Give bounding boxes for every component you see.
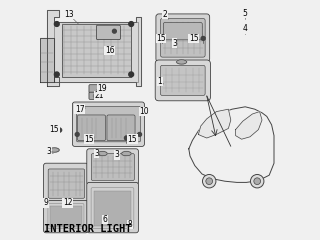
Circle shape [129,72,134,77]
Text: 5: 5 [243,9,248,18]
Polygon shape [47,10,141,86]
Bar [50,206,82,227]
Text: 15: 15 [84,135,94,144]
Polygon shape [198,109,231,138]
Text: 15: 15 [189,34,198,43]
FancyBboxPatch shape [87,182,138,233]
Circle shape [95,95,98,97]
Circle shape [138,132,141,136]
Circle shape [129,22,134,26]
Circle shape [201,36,206,41]
Text: 12: 12 [63,198,72,207]
FancyBboxPatch shape [89,85,100,93]
Circle shape [57,128,62,132]
Text: 19: 19 [97,84,107,93]
Text: INTERIOR LIGHT: INTERIOR LIGHT [44,224,131,234]
Circle shape [75,132,79,136]
Circle shape [54,72,59,77]
Circle shape [93,93,99,99]
Text: 16: 16 [105,46,115,55]
Text: 8: 8 [128,220,132,229]
Circle shape [124,136,129,140]
Bar [94,191,131,226]
Text: 15: 15 [50,125,59,134]
FancyBboxPatch shape [161,65,205,96]
Circle shape [89,136,94,140]
Text: 3: 3 [94,149,99,158]
FancyBboxPatch shape [76,107,140,142]
FancyBboxPatch shape [107,115,135,141]
Circle shape [54,22,59,26]
FancyBboxPatch shape [161,18,205,57]
Polygon shape [236,112,262,139]
Text: 17: 17 [75,105,84,114]
Polygon shape [189,107,274,182]
FancyBboxPatch shape [164,23,202,40]
Polygon shape [40,38,54,82]
FancyBboxPatch shape [155,60,211,101]
FancyBboxPatch shape [44,163,88,203]
FancyBboxPatch shape [44,200,88,233]
Text: 15: 15 [156,34,166,43]
FancyBboxPatch shape [156,14,210,62]
FancyBboxPatch shape [89,92,100,99]
Ellipse shape [50,148,59,152]
FancyBboxPatch shape [77,115,106,141]
Text: 3: 3 [172,39,177,48]
Text: 1: 1 [158,77,162,86]
Text: 4: 4 [243,24,248,33]
Text: 3: 3 [47,147,52,156]
Circle shape [160,36,165,41]
Text: 10: 10 [140,107,149,116]
Circle shape [254,178,260,185]
Text: 13: 13 [64,10,74,19]
Circle shape [203,174,216,188]
Text: 6: 6 [102,215,107,224]
Circle shape [251,174,264,188]
FancyBboxPatch shape [48,169,85,198]
FancyBboxPatch shape [87,149,138,185]
Ellipse shape [122,151,131,156]
FancyBboxPatch shape [92,154,134,180]
Text: 15: 15 [128,135,137,144]
Text: 3: 3 [114,150,119,159]
Text: 21: 21 [94,91,104,101]
Ellipse shape [98,151,107,156]
Ellipse shape [177,60,187,64]
FancyBboxPatch shape [72,102,144,146]
Circle shape [206,178,212,185]
Text: 2: 2 [163,10,167,19]
FancyBboxPatch shape [96,25,120,40]
Text: 9: 9 [44,198,48,207]
Circle shape [113,29,116,33]
Bar [54,22,139,82]
Bar [61,24,131,77]
